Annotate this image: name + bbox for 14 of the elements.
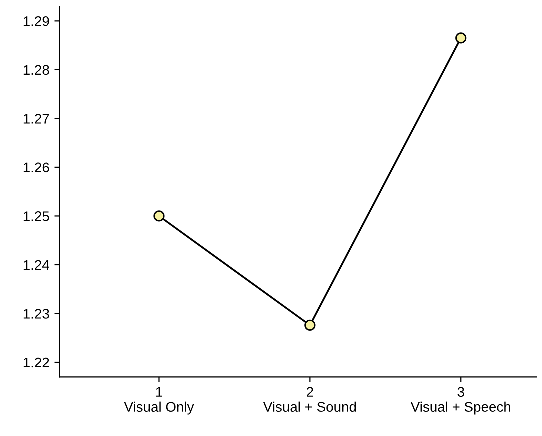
point xyxy=(154,210,165,222)
point xyxy=(304,320,316,332)
x-tick-label: 1 Visual Only xyxy=(124,387,194,415)
y-tick-label: 1.27 xyxy=(24,114,50,124)
y-tick-label: 1.22 xyxy=(24,358,50,368)
x-tick-label: 2 Visual + Sound xyxy=(263,387,356,412)
point xyxy=(456,32,467,44)
y-tick-label: 1.25 xyxy=(24,212,50,222)
y-tick-label: 1.24 xyxy=(24,260,50,270)
y-tick-label: 1.26 xyxy=(24,162,50,173)
y-tick-label: 1.28 xyxy=(24,65,50,76)
y-tick-label: 1.23 xyxy=(24,309,50,319)
x-tick-label: 3 Visual + Speech xyxy=(410,387,510,415)
y-tick-label: 1.29 xyxy=(24,16,50,26)
